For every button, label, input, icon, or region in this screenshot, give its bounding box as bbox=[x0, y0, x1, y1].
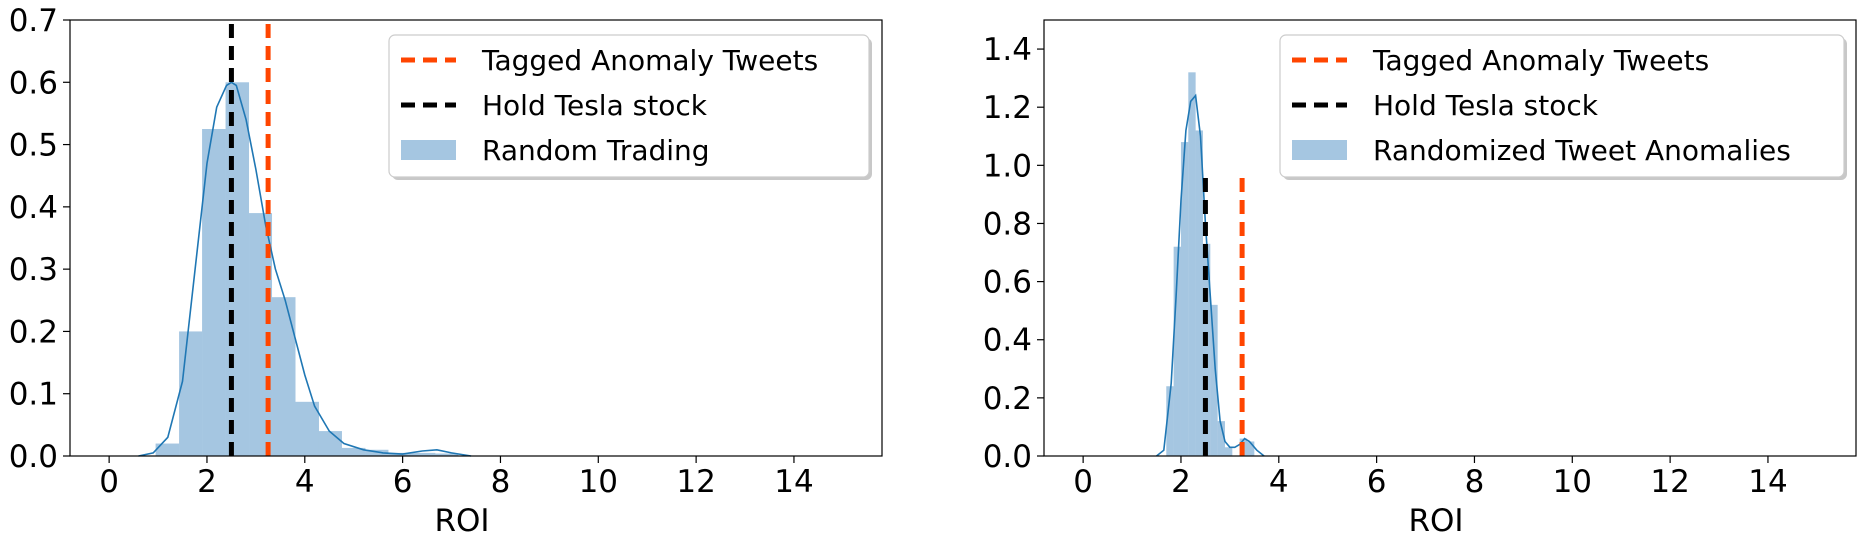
x-tick-label: 2 bbox=[1171, 464, 1191, 500]
x-tick-label: 4 bbox=[295, 464, 315, 500]
histogram-bar bbox=[155, 443, 180, 456]
histogram-bar bbox=[341, 447, 366, 456]
histogram-bar bbox=[295, 401, 319, 456]
y-tick-label: 0.0 bbox=[9, 439, 58, 475]
kde-curve bbox=[138, 81, 472, 457]
chart-panel-2: 0 2 4 6 8 10 12 14 0.0 0.2 0.4 0.6 0.8 1.0 1.2 1.4 ROI Ta… bbox=[983, 19, 1857, 539]
y-tick-label: 1.0 bbox=[983, 148, 1032, 184]
x-tick-label: 2 bbox=[197, 464, 217, 500]
y-tick-label: 0.8 bbox=[983, 206, 1032, 242]
y-tick-label: 0.3 bbox=[9, 252, 58, 288]
histogram-bar bbox=[1247, 441, 1255, 456]
kde-curve bbox=[1156, 93, 1265, 457]
x-tick-label: 8 bbox=[491, 464, 511, 500]
x-tick-label: 0 bbox=[1073, 464, 1093, 500]
x-tick-label: 14 bbox=[1748, 464, 1787, 500]
legend-handle-hist bbox=[1292, 140, 1347, 160]
y-tick-label: 0.2 bbox=[9, 314, 58, 350]
legend-label: Randomized Tweet Anomalies bbox=[1373, 134, 1791, 167]
x-tick-label: 10 bbox=[579, 464, 618, 500]
histogram-bar bbox=[1224, 447, 1233, 456]
legend-handle-hist bbox=[401, 140, 456, 160]
x-tick-label: 0 bbox=[99, 464, 119, 500]
y-tick-label: 0.4 bbox=[9, 190, 58, 226]
histogram-bar bbox=[1173, 246, 1181, 456]
legend-label: Hold Tesla stock bbox=[1373, 89, 1599, 122]
histogram-bar bbox=[1202, 243, 1211, 456]
x-tick-label: 12 bbox=[676, 464, 715, 500]
histogram-bar bbox=[411, 452, 436, 456]
y-tick-label: 0.7 bbox=[9, 3, 58, 39]
x-axis-label: ROI bbox=[434, 503, 489, 539]
y-tick-label: 0.5 bbox=[9, 128, 58, 164]
histogram-bar bbox=[1217, 421, 1225, 456]
histogram-bar bbox=[202, 129, 226, 456]
histogram-bar bbox=[1210, 304, 1218, 456]
histogram-bar bbox=[365, 449, 389, 456]
y-tick-label: 0.6 bbox=[983, 265, 1032, 301]
legend-box bbox=[388, 34, 870, 178]
x-tick-label: 12 bbox=[1650, 464, 1689, 500]
y-tick-label: 0.4 bbox=[983, 323, 1032, 359]
chart-panel-1: 0 2 4 6 8 10 12 14 0.0 0.1 0.2 0.3 0.4 0.5 0.6 0.7 ROI Ta… bbox=[9, 3, 883, 539]
y-tick-label: 0.2 bbox=[983, 381, 1032, 417]
x-tick-label: 14 bbox=[774, 464, 813, 500]
histogram-bar bbox=[1180, 142, 1189, 456]
legend-label: Hold Tesla stock bbox=[482, 89, 708, 122]
y-tick-label: 0.6 bbox=[9, 65, 58, 101]
y-tick-label: 1.4 bbox=[983, 32, 1032, 68]
x-tick-label: 8 bbox=[1465, 464, 1485, 500]
x-axis-label: ROI bbox=[1408, 503, 1463, 539]
y-tick-label: 0.0 bbox=[983, 439, 1032, 475]
histogram-bar bbox=[179, 331, 203, 456]
histogram-bar bbox=[1195, 130, 1203, 456]
legend-label: Tagged Anomaly Tweets bbox=[481, 44, 818, 77]
x-tick-label: 6 bbox=[1367, 464, 1387, 500]
axes-frame bbox=[1043, 19, 1857, 457]
histogram-bar bbox=[1188, 72, 1196, 456]
histogram-bar bbox=[272, 297, 296, 456]
y-tick-label: 1.2 bbox=[983, 90, 1032, 126]
x-tick-label: 6 bbox=[393, 464, 413, 500]
histogram-bar bbox=[318, 431, 342, 456]
histogram-bar bbox=[1166, 386, 1174, 456]
y-tick-label: 0.1 bbox=[9, 377, 58, 413]
legend-label: Tagged Anomaly Tweets bbox=[1372, 44, 1709, 77]
x-tick-label: 4 bbox=[1269, 464, 1289, 500]
legend-label: Random Trading bbox=[482, 134, 710, 167]
axes-frame bbox=[69, 19, 883, 457]
histogram-bar bbox=[435, 453, 459, 456]
legend-box bbox=[1279, 34, 1845, 178]
x-tick-label: 10 bbox=[1553, 464, 1592, 500]
